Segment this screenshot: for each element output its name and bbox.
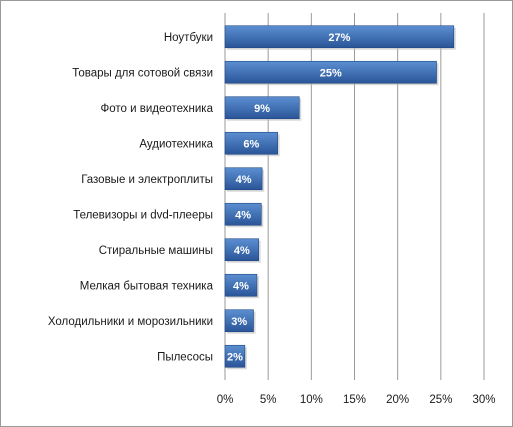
bar-1 bbox=[224, 25, 455, 49]
x-tick-label: 0% bbox=[217, 394, 234, 406]
bars: 27% 25% 9% 6% 4% 4% 4% 4% 3% 2% bbox=[224, 25, 456, 370]
category-label: Телевизоры и dvd-плееры bbox=[73, 209, 213, 221]
data-label: 25% bbox=[320, 67, 342, 79]
x-tick-label: 30% bbox=[472, 394, 495, 406]
data-label: 4% bbox=[235, 209, 251, 221]
bar-8 bbox=[224, 273, 258, 297]
bar-9 bbox=[224, 309, 254, 333]
x-tick-label: 20% bbox=[386, 394, 409, 406]
data-label: 9% bbox=[254, 103, 270, 115]
data-label: 4% bbox=[234, 245, 250, 257]
category-label: Стиральные машины bbox=[99, 245, 213, 257]
data-label: 3% bbox=[231, 316, 247, 328]
category-label: Аудиотехника bbox=[139, 138, 213, 150]
category-label: Фото и видеотехника bbox=[100, 103, 213, 115]
data-label: 4% bbox=[236, 174, 252, 186]
category-label: Ноутбуки bbox=[164, 32, 213, 44]
data-label: 6% bbox=[243, 138, 259, 150]
category-label: Пылесосы bbox=[157, 351, 213, 363]
bar-10 bbox=[224, 344, 246, 368]
category-label: Мелкая бытовая техника bbox=[80, 280, 214, 292]
data-label: 2% bbox=[227, 351, 243, 363]
bar-5 bbox=[224, 167, 263, 191]
x-axis-ticks: 0% 5% 10% 15% 20% 25% 30% bbox=[217, 394, 496, 406]
bar-2 bbox=[224, 60, 437, 84]
category-label: Газовые и электроплиты bbox=[81, 174, 213, 186]
x-tick-label: 5% bbox=[260, 394, 277, 406]
data-label: 27% bbox=[328, 32, 350, 44]
category-labels: Ноутбуки Товары для сотовой связи Фото и в… bbox=[48, 32, 214, 364]
x-tick-label: 25% bbox=[429, 394, 452, 406]
bar-3 bbox=[224, 96, 300, 120]
data-label: 4% bbox=[233, 280, 249, 292]
bar-7 bbox=[224, 238, 259, 262]
category-label: Товары для сотовой связи bbox=[72, 67, 213, 79]
bar-4 bbox=[224, 131, 278, 155]
bar-6 bbox=[224, 202, 262, 226]
x-tick-label: 10% bbox=[300, 394, 323, 406]
x-tick-label: 15% bbox=[343, 394, 366, 406]
category-label: Холодильники и морозильники bbox=[48, 316, 213, 328]
